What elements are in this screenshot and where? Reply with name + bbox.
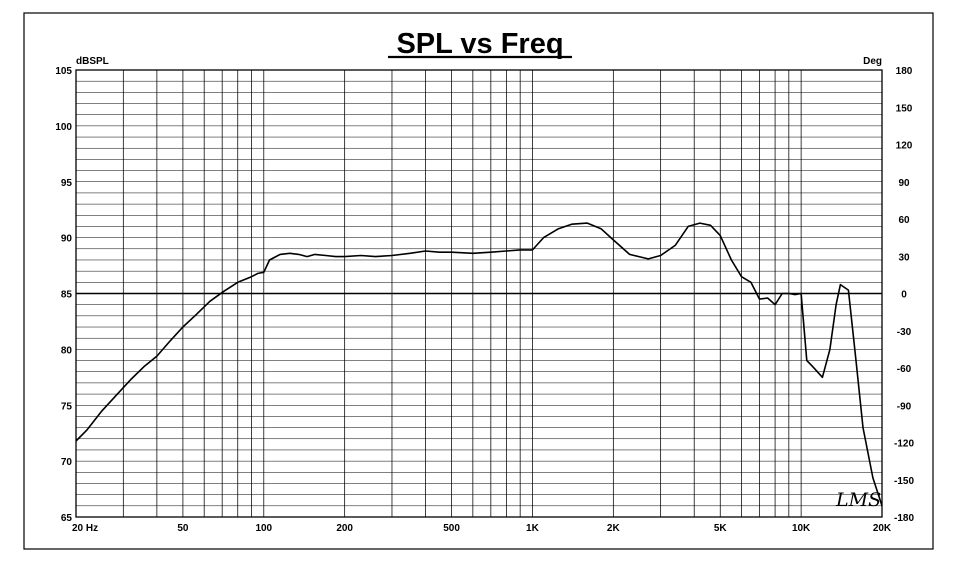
left-tick-label: 80 [61, 345, 73, 356]
right-tick-label: 120 [896, 141, 913, 152]
right-tick-label: 90 [898, 178, 910, 189]
left-tick-label: 75 [61, 401, 73, 412]
chart-border [23, 12, 934, 550]
x-tick-label: 100 [255, 523, 272, 534]
x-tick-label: 1K [526, 523, 540, 534]
left-tick-label: 90 [61, 234, 73, 245]
right-tick-label: -60 [897, 364, 912, 375]
x-tick-label: 50 [177, 523, 189, 534]
left-tick-label: 105 [55, 66, 72, 77]
left-axis-unit: dBSPL [76, 56, 109, 67]
right-tick-labels: 180 150 120 90 60 30 0 -30 -60 -90 -120 -150 -180 [894, 66, 914, 524]
right-tick-label: -150 [894, 476, 914, 487]
chart-title: SPL vs Freq [396, 28, 563, 60]
spl-series [75, 222, 883, 507]
left-tick-label: 65 [61, 513, 73, 524]
x-tick-labels: 20 Hz 50 100 200 500 1K 2K 5K 10K 20K [72, 523, 892, 534]
left-tick-label: 95 [61, 178, 73, 189]
right-tick-label: -120 [894, 439, 914, 450]
left-tick-label: 100 [55, 122, 72, 133]
right-tick-label: 30 [898, 252, 910, 263]
right-tick-label: 180 [896, 66, 913, 77]
plot-frame [75, 69, 883, 518]
x-tick-label: 5K [714, 523, 728, 534]
left-tick-label: 85 [61, 290, 73, 301]
spl-curve-line [75, 222, 883, 507]
right-tick-label: 150 [896, 103, 913, 114]
right-tick-label: 60 [898, 215, 910, 226]
right-tick-label: 0 [901, 290, 907, 301]
left-tick-labels: 105 100 95 90 85 80 75 70 65 [55, 66, 72, 524]
x-tick-label: 200 [336, 523, 353, 534]
right-axis-unit: Deg [863, 56, 882, 67]
x-tick-label: 500 [443, 523, 460, 534]
right-tick-label: -90 [897, 401, 912, 412]
x-tick-label: 20K [873, 523, 892, 534]
x-tick-label: 2K [607, 523, 621, 534]
x-tick-label: 10K [792, 523, 811, 534]
left-tick-label: 70 [61, 457, 73, 468]
lms-logo: LMS [835, 489, 881, 511]
right-tick-label: -30 [897, 327, 912, 338]
right-tick-label: -180 [894, 513, 914, 524]
x-tick-label: 20 Hz [72, 523, 98, 534]
